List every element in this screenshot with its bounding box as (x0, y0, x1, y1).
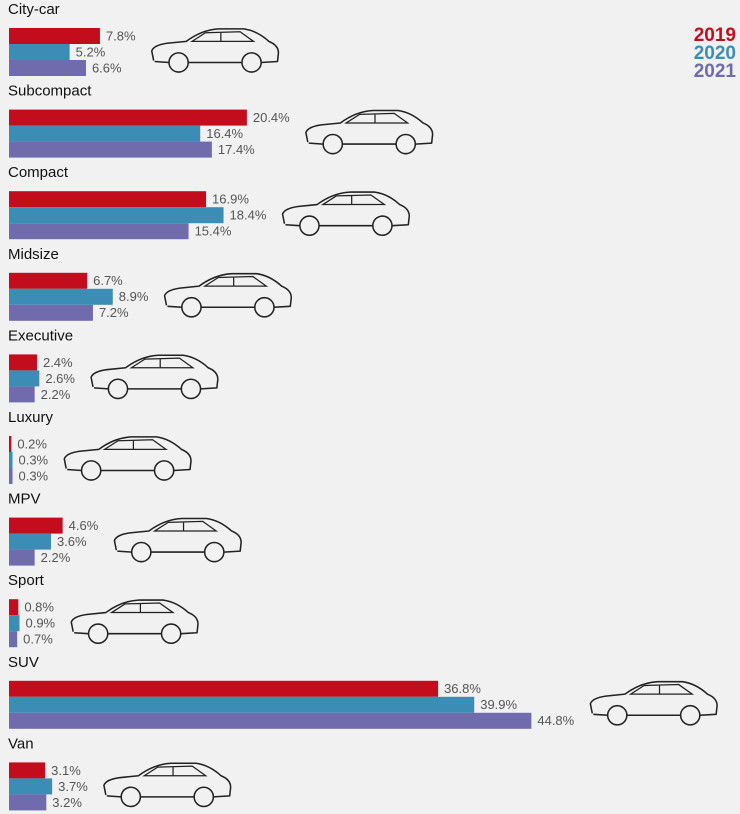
category-label: Sport (8, 572, 45, 589)
bar (9, 533, 51, 550)
bar (9, 354, 37, 371)
value-label: 3.7% (58, 779, 88, 794)
bar (9, 680, 439, 697)
bar (9, 141, 212, 158)
bar (9, 696, 475, 713)
car-icon (589, 680, 718, 726)
bar (9, 631, 18, 648)
bar (9, 549, 35, 566)
value-label: 7.8% (106, 28, 136, 43)
value-label: 2.4% (43, 355, 73, 370)
legend-entry: 2019 (694, 25, 736, 46)
bar (9, 712, 532, 729)
value-label: 0.8% (24, 600, 54, 615)
value-label: 3.6% (57, 534, 87, 549)
value-label: 8.9% (119, 289, 149, 304)
value-label: 6.6% (92, 60, 122, 75)
value-label: 0.7% (23, 632, 53, 647)
car-icon (63, 436, 192, 481)
value-label: 39.9% (480, 697, 517, 712)
category-label: City-car (8, 1, 60, 18)
bar (9, 207, 224, 224)
value-label: 0.3% (18, 468, 48, 483)
category-label: Executive (8, 327, 73, 344)
bar (9, 778, 53, 795)
car-icon (305, 109, 434, 155)
value-label: 44.8% (537, 713, 574, 728)
value-label: 17.4% (218, 142, 255, 157)
value-label: 0.3% (18, 452, 48, 467)
bar (9, 109, 247, 126)
bar (9, 794, 47, 811)
category-label: Van (8, 735, 34, 752)
value-label: 36.8% (444, 681, 481, 696)
bar (9, 28, 100, 44)
bar (9, 468, 13, 484)
bar (9, 288, 113, 305)
category-label: Midsize (8, 246, 59, 263)
value-label: 2.6% (45, 371, 75, 386)
bar (9, 44, 70, 60)
bar (9, 60, 86, 76)
bar (9, 436, 12, 452)
value-label: 20.4% (253, 110, 290, 125)
value-label: 6.7% (93, 273, 123, 288)
bar (9, 452, 13, 468)
bar (9, 223, 189, 240)
value-label: 0.2% (17, 436, 47, 451)
bar (9, 272, 88, 289)
car-icon (70, 599, 199, 645)
value-label: 2.2% (41, 550, 71, 565)
bar (9, 615, 20, 632)
car-icon (150, 28, 280, 73)
value-label: 18.4% (230, 208, 267, 223)
legend-entry: 2021 (694, 61, 737, 82)
category-label: Luxury (8, 409, 54, 426)
car-icon (103, 762, 232, 808)
bar (9, 370, 40, 387)
bar (9, 191, 207, 208)
value-label: 3.2% (52, 795, 82, 810)
car-icon (163, 272, 293, 318)
bar (9, 125, 201, 142)
value-label: 16.9% (212, 192, 249, 207)
category-label: Compact (8, 164, 69, 181)
value-label: 15.4% (195, 224, 232, 239)
car-icon (90, 354, 219, 400)
category-label: MPV (8, 491, 41, 508)
value-label: 3.1% (51, 763, 81, 778)
value-label: 5.2% (76, 44, 106, 59)
bar (9, 304, 93, 321)
value-label: 4.6% (69, 518, 99, 533)
category-label: SUV (8, 654, 39, 671)
value-label: 7.2% (99, 305, 129, 320)
value-label: 16.4% (206, 126, 243, 141)
car-icon (113, 517, 242, 563)
category-label: Subcompact (8, 83, 92, 100)
value-label: 0.9% (25, 616, 55, 631)
value-label: 2.2% (41, 387, 71, 402)
bar (9, 762, 46, 779)
car-icon (281, 191, 411, 237)
bar (9, 599, 19, 616)
bar (9, 517, 63, 534)
legend-entry: 2020 (694, 43, 736, 64)
bar (9, 386, 35, 403)
